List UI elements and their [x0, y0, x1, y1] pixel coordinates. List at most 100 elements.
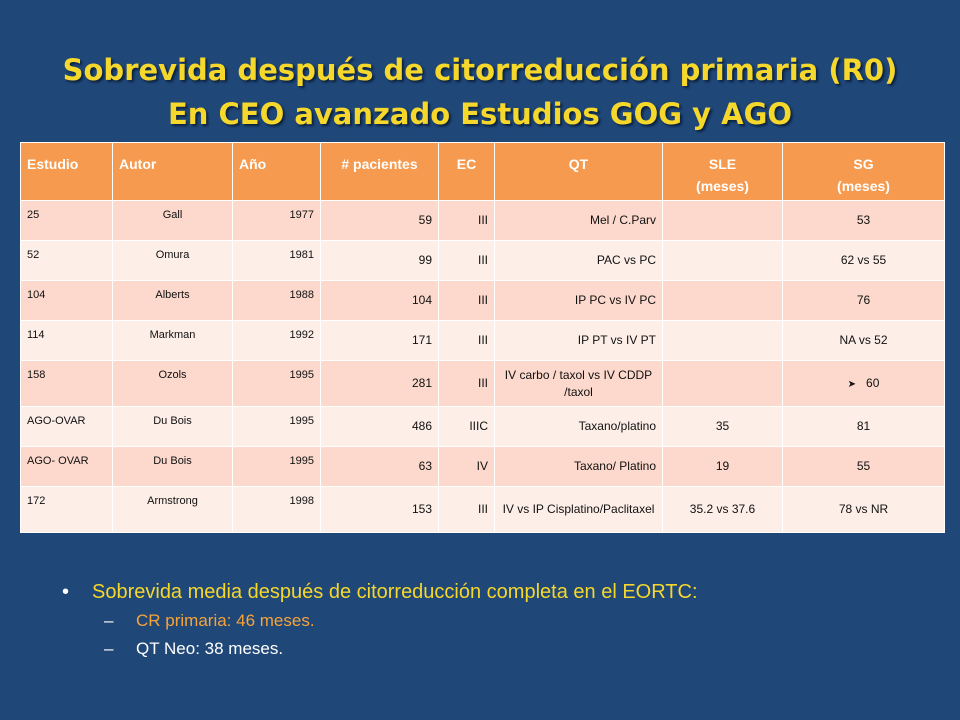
cell-autor: Du Bois — [112, 406, 233, 447]
cell-sg: NA vs 52 — [782, 320, 945, 361]
cell-estudio: 172 — [20, 486, 113, 533]
cell-anio: 1981 — [232, 240, 321, 281]
header-sg-line2: (meses) — [837, 178, 890, 194]
cell-ec: III — [438, 240, 495, 281]
cell-qt: Taxano/platino — [494, 406, 663, 447]
cell-sle: 35.2 vs 37.6 — [662, 486, 783, 533]
header-sle-line2: (meses) — [696, 178, 749, 194]
cell-anio: 1992 — [232, 320, 321, 361]
cell-sg: 53 — [782, 200, 945, 241]
cell-pacientes: 486 — [320, 406, 439, 447]
cell-ec: III — [438, 200, 495, 241]
cell-pacientes: 153 — [320, 486, 439, 533]
dash-icon: – — [104, 639, 114, 658]
cell-ec: III — [438, 486, 495, 533]
cell-anio: 1998 — [232, 486, 321, 533]
table-row: AGO- OVAR Du Bois 1995 63 IV Taxano/ Pla… — [20, 446, 945, 487]
studies-table: Estudio Autor Año # pacientes EC QT SLE … — [20, 142, 945, 533]
cell-anio: 1977 — [232, 200, 321, 241]
cell-anio: 1995 — [232, 446, 321, 487]
header-sle-line1: SLE — [708, 156, 737, 172]
title-line-2: En CEO avanzado Estudios GOG y AGO — [167, 97, 793, 131]
header-estudio: Estudio — [20, 142, 113, 201]
table-row: AGO-OVAR Du Bois 1995 486 IIIC Taxano/pl… — [20, 406, 945, 447]
cell-sg-value: 60 — [866, 375, 880, 390]
cell-sle — [662, 200, 783, 241]
cell-qt: IV vs IP Cisplatino/Paclitaxel — [494, 486, 663, 533]
cell-anio: 1995 — [232, 406, 321, 447]
cell-sg: 62 vs 55 — [782, 240, 945, 281]
cell-sle — [662, 280, 783, 321]
dash-icon: – — [104, 611, 114, 630]
cell-ec: IIIC — [438, 406, 495, 447]
header-pacientes: # pacientes — [320, 142, 439, 201]
cell-anio: 1988 — [232, 280, 321, 321]
cell-ec: IV — [438, 446, 495, 487]
cell-estudio: 104 — [20, 280, 113, 321]
bullet-dot-icon: • — [62, 581, 70, 603]
table-row: 52 Omura 1981 99 III PAC vs PC 62 vs 55 — [20, 240, 945, 281]
cell-qt: IV carbo / taxol vs IV CDDP /taxol — [494, 360, 663, 407]
table-row: 158 Ozols 1995 281 III IV carbo / taxol … — [20, 360, 945, 407]
header-ec: EC — [438, 142, 495, 201]
cell-sle — [662, 320, 783, 361]
cell-sg: ➤ 60 — [782, 360, 945, 407]
table-row: 114 Markman 1992 171 III IP PT vs IV PT … — [20, 320, 945, 361]
header-sle: SLE (meses) — [662, 142, 783, 201]
table-header-row: Estudio Autor Año # pacientes EC QT SLE … — [20, 142, 945, 201]
header-sg-line1: SG — [853, 156, 874, 172]
bullet-sub-2: – QT Neo: 38 meses. — [62, 635, 942, 663]
cell-qt: Taxano/ Platino — [494, 446, 663, 487]
title-line-1: Sobrevida después de citorreducción prim… — [62, 53, 898, 87]
cell-autor: Gall — [112, 200, 233, 241]
header-qt: QT — [494, 142, 663, 201]
header-anio: Año — [232, 142, 321, 201]
cell-autor: Markman — [112, 320, 233, 361]
cell-anio: 1995 — [232, 360, 321, 407]
cell-qt: IP PC vs IV PC — [494, 280, 663, 321]
slide-title: Sobrevida después de citorreducción prim… — [0, 48, 960, 136]
bullet-main: • Sobrevida media después de citorreducc… — [62, 577, 942, 607]
bullet-list: • Sobrevida media después de citorreducc… — [62, 577, 942, 663]
header-sg: SG (meses) — [782, 142, 945, 201]
bullet-sub-1: – CR primaria: 46 meses. — [62, 607, 942, 635]
cell-sg: 76 — [782, 280, 945, 321]
cell-autor: Omura — [112, 240, 233, 281]
cell-qt: IP PT vs IV PT — [494, 320, 663, 361]
cell-estudio: 52 — [20, 240, 113, 281]
cell-ec: III — [438, 320, 495, 361]
bullet-sub-1-text: CR primaria: 46 meses. — [136, 611, 315, 630]
cell-pacientes: 281 — [320, 360, 439, 407]
bullet-main-text: Sobrevida media después de citorreducció… — [92, 581, 698, 603]
cell-autor: Alberts — [112, 280, 233, 321]
table-row: 25 Gall 1977 59 III Mel / C.Parv 53 — [20, 200, 945, 241]
cell-qt: PAC vs PC — [494, 240, 663, 281]
cell-estudio: 114 — [20, 320, 113, 361]
cell-autor: Ozols — [112, 360, 233, 407]
cell-estudio: AGO-OVAR — [20, 406, 113, 447]
cell-ec: III — [438, 280, 495, 321]
cell-sg: 55 — [782, 446, 945, 487]
arrow-right-icon: ➤ — [847, 378, 857, 390]
cell-ec: III — [438, 360, 495, 407]
cell-pacientes: 63 — [320, 446, 439, 487]
cell-sle — [662, 360, 783, 407]
cell-pacientes: 59 — [320, 200, 439, 241]
cell-sle: 19 — [662, 446, 783, 487]
cell-autor: Armstrong — [112, 486, 233, 533]
cell-estudio: 25 — [20, 200, 113, 241]
cell-pacientes: 99 — [320, 240, 439, 281]
cell-sg: 81 — [782, 406, 945, 447]
bullet-sub-2-text: QT Neo: 38 meses. — [136, 639, 284, 658]
cell-estudio: 158 — [20, 360, 113, 407]
cell-sle — [662, 240, 783, 281]
header-autor: Autor — [112, 142, 233, 201]
cell-sle: 35 — [662, 406, 783, 447]
cell-estudio: AGO- OVAR — [20, 446, 113, 487]
cell-pacientes: 171 — [320, 320, 439, 361]
cell-pacientes: 104 — [320, 280, 439, 321]
cell-sg: 78 vs NR — [782, 486, 945, 533]
cell-qt: Mel / C.Parv — [494, 200, 663, 241]
table-row: 172 Armstrong 1998 153 III IV vs IP Cisp… — [20, 486, 945, 533]
table-row: 104 Alberts 1988 104 III IP PC vs IV PC … — [20, 280, 945, 321]
